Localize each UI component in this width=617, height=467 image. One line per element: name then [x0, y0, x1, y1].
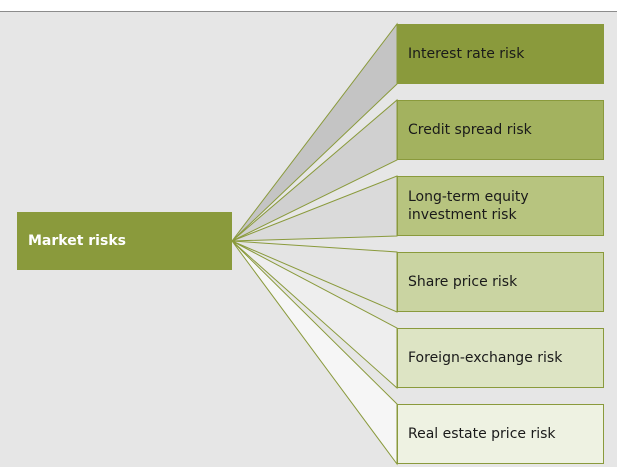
risk-node: Share price risk — [397, 252, 604, 312]
risk-node: Interest rate risk — [397, 24, 604, 84]
risk-node: Foreign-exchange risk — [397, 328, 604, 388]
risk-node: Long-term equity investment risk — [397, 176, 604, 236]
risk-node: Real estate price risk — [397, 404, 604, 464]
risk-node: Credit spread risk — [397, 100, 604, 160]
root-node: Market risks — [17, 212, 232, 270]
